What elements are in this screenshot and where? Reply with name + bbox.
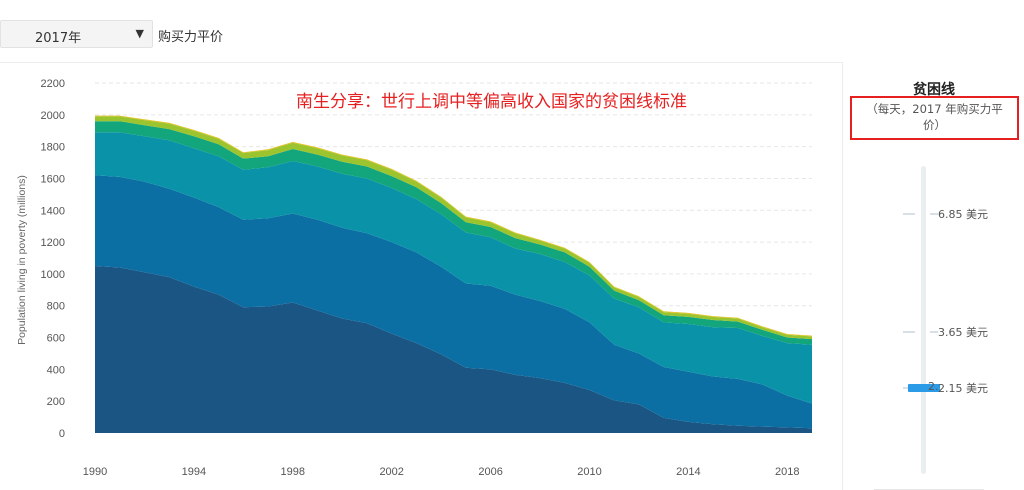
year-select[interactable]: 2017年 ▼ [0, 20, 153, 48]
poverty-line-subtitle: （每天，2017 年购买力平价） [850, 96, 1019, 140]
slider-option-3-65[interactable]: 3.65 美元 [938, 326, 988, 339]
toolbar: 2017年 ▼ 购买力平价 [0, 20, 400, 50]
y-tick-label: 1000 [41, 269, 65, 281]
y-tick-label: 200 [47, 396, 65, 408]
x-tick-label: 2010 [577, 466, 601, 478]
slider-thumb-label: 2. [928, 380, 939, 393]
slider-option-2-15[interactable]: 2.15 美元 [938, 382, 988, 395]
area-series-1[interactable] [95, 266, 812, 433]
y-tick-label: 2000 [41, 110, 65, 122]
x-tick-label: 1994 [182, 466, 206, 478]
area-series-2[interactable] [95, 175, 812, 429]
chart-panel [0, 62, 843, 490]
y-tick-label: 1200 [41, 237, 65, 249]
chart-annotation: 南生分享：世行上调中等偏高收入国家的贫困线标准 [296, 92, 687, 112]
area-series-3[interactable] [95, 132, 812, 404]
y-axis: 0 200 400 600 800 1000 1200 1400 1600 1800 2000 220… [41, 78, 65, 440]
y-tick-label: 1600 [41, 173, 65, 185]
slider-option-6-85[interactable]: 6.85 美元 [938, 208, 988, 221]
year-select-value: 2017年 [35, 31, 82, 46]
x-tick-label: 2002 [379, 466, 403, 478]
x-axis: 1990 1994 1998 2002 2006 2010 2014 2018 [83, 466, 800, 478]
tick-mark [903, 213, 915, 215]
y-tick-label: 600 [47, 333, 65, 345]
chevron-down-icon: ▼ [135, 27, 144, 40]
y-tick-label: 1800 [41, 142, 65, 154]
tick-mark [930, 331, 938, 333]
x-tick-label: 1990 [83, 466, 107, 478]
x-tick-label: 1998 [281, 466, 305, 478]
x-tick-label: 2006 [478, 466, 502, 478]
y-axis-label: Population living in poverty (millions) [16, 175, 28, 345]
tick-mark [930, 213, 938, 215]
poverty-line-slider-track[interactable] [921, 166, 926, 474]
y-tick-label: 800 [47, 301, 65, 313]
tick-mark [903, 331, 915, 333]
x-tick-label: 2018 [775, 466, 799, 478]
y-tick-label: 1400 [41, 205, 65, 217]
poverty-line-panel: 贫困线 （每天，2017 年购买力平价） 6.85 美元 3.65 美元 2.1… [844, 62, 1024, 490]
area-layers [95, 115, 812, 433]
x-tick-label: 2014 [676, 466, 700, 478]
y-tick-label: 2200 [41, 78, 65, 90]
y-tick-label: 400 [47, 364, 65, 376]
y-tick-label: 0 [59, 428, 65, 440]
slider-thumb[interactable] [908, 384, 940, 392]
ppp-label: 购买力平价 [158, 30, 224, 45]
poverty-area-chart: 0 200 400 600 800 1000 1200 1400 1600 1800 2000 220… [16, 78, 812, 478]
poverty-line-title: 贫困线 [913, 82, 955, 98]
